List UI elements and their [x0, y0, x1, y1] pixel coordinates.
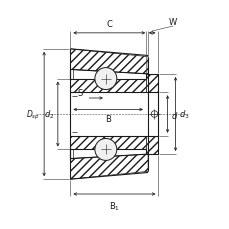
- Text: B$_1$: B$_1$: [109, 199, 119, 212]
- Polygon shape: [145, 75, 158, 93]
- Polygon shape: [70, 50, 147, 75]
- Text: $D_{sp}$: $D_{sp}$: [26, 108, 40, 121]
- Circle shape: [95, 139, 116, 161]
- Polygon shape: [70, 79, 145, 93]
- Text: $d$: $d$: [171, 109, 178, 120]
- Circle shape: [95, 68, 116, 90]
- Polygon shape: [145, 136, 158, 154]
- Text: C: C: [106, 20, 112, 29]
- Polygon shape: [70, 136, 145, 150]
- Text: $d_3$: $d_3$: [178, 108, 189, 121]
- Text: $d_2$: $d_2$: [44, 108, 54, 121]
- Text: W: W: [169, 18, 177, 27]
- Text: B: B: [105, 115, 111, 124]
- Text: S: S: [77, 88, 83, 97]
- Polygon shape: [70, 154, 147, 179]
